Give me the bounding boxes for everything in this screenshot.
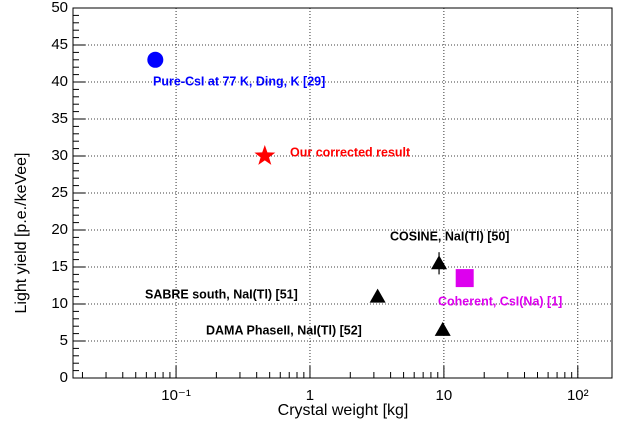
y-tick-label: 30	[51, 147, 68, 164]
series-label: Coherent, CsI(Na) [1]	[438, 294, 562, 308]
y-axis-title: Light yield [p.e./keVee]	[13, 153, 30, 314]
y-tick-label: 20	[51, 221, 68, 238]
y-tick-label: 40	[51, 73, 68, 90]
y-tick-label: 0	[60, 369, 68, 386]
marker	[434, 321, 451, 336]
y-tick-label: 5	[60, 332, 68, 349]
y-tick-label: 10	[51, 295, 68, 312]
marker	[431, 255, 448, 270]
x-axis-title: Crystal weight [kg]	[278, 402, 409, 419]
x-tick-label: 10⁻¹	[161, 387, 191, 404]
x-tick-label: 1	[306, 387, 314, 404]
y-tick-label: 25	[51, 184, 68, 201]
marker	[147, 51, 164, 68]
marker	[455, 269, 474, 288]
x-tick-label: 10	[436, 387, 453, 404]
y-tick-label: 35	[51, 110, 68, 127]
y-tick-label: 15	[51, 258, 68, 275]
series-label: Our corrected result	[290, 145, 411, 159]
series-label: Pure-CsI at 77 K, Ding, K [29]	[153, 74, 325, 88]
y-tick-label: 45	[51, 36, 68, 53]
series-label: DAMA PhaseII, NaI(Tl) [52]	[206, 323, 362, 337]
series-label: SABRE south, NaI(Tl) [51]	[145, 287, 298, 301]
y-tick-label: 50	[51, 0, 68, 16]
marker	[254, 145, 276, 165]
series-label: COSINE, NaI(Tl) [50]	[390, 229, 509, 243]
marker	[369, 288, 386, 303]
x-tick-label: 10²	[567, 387, 589, 404]
